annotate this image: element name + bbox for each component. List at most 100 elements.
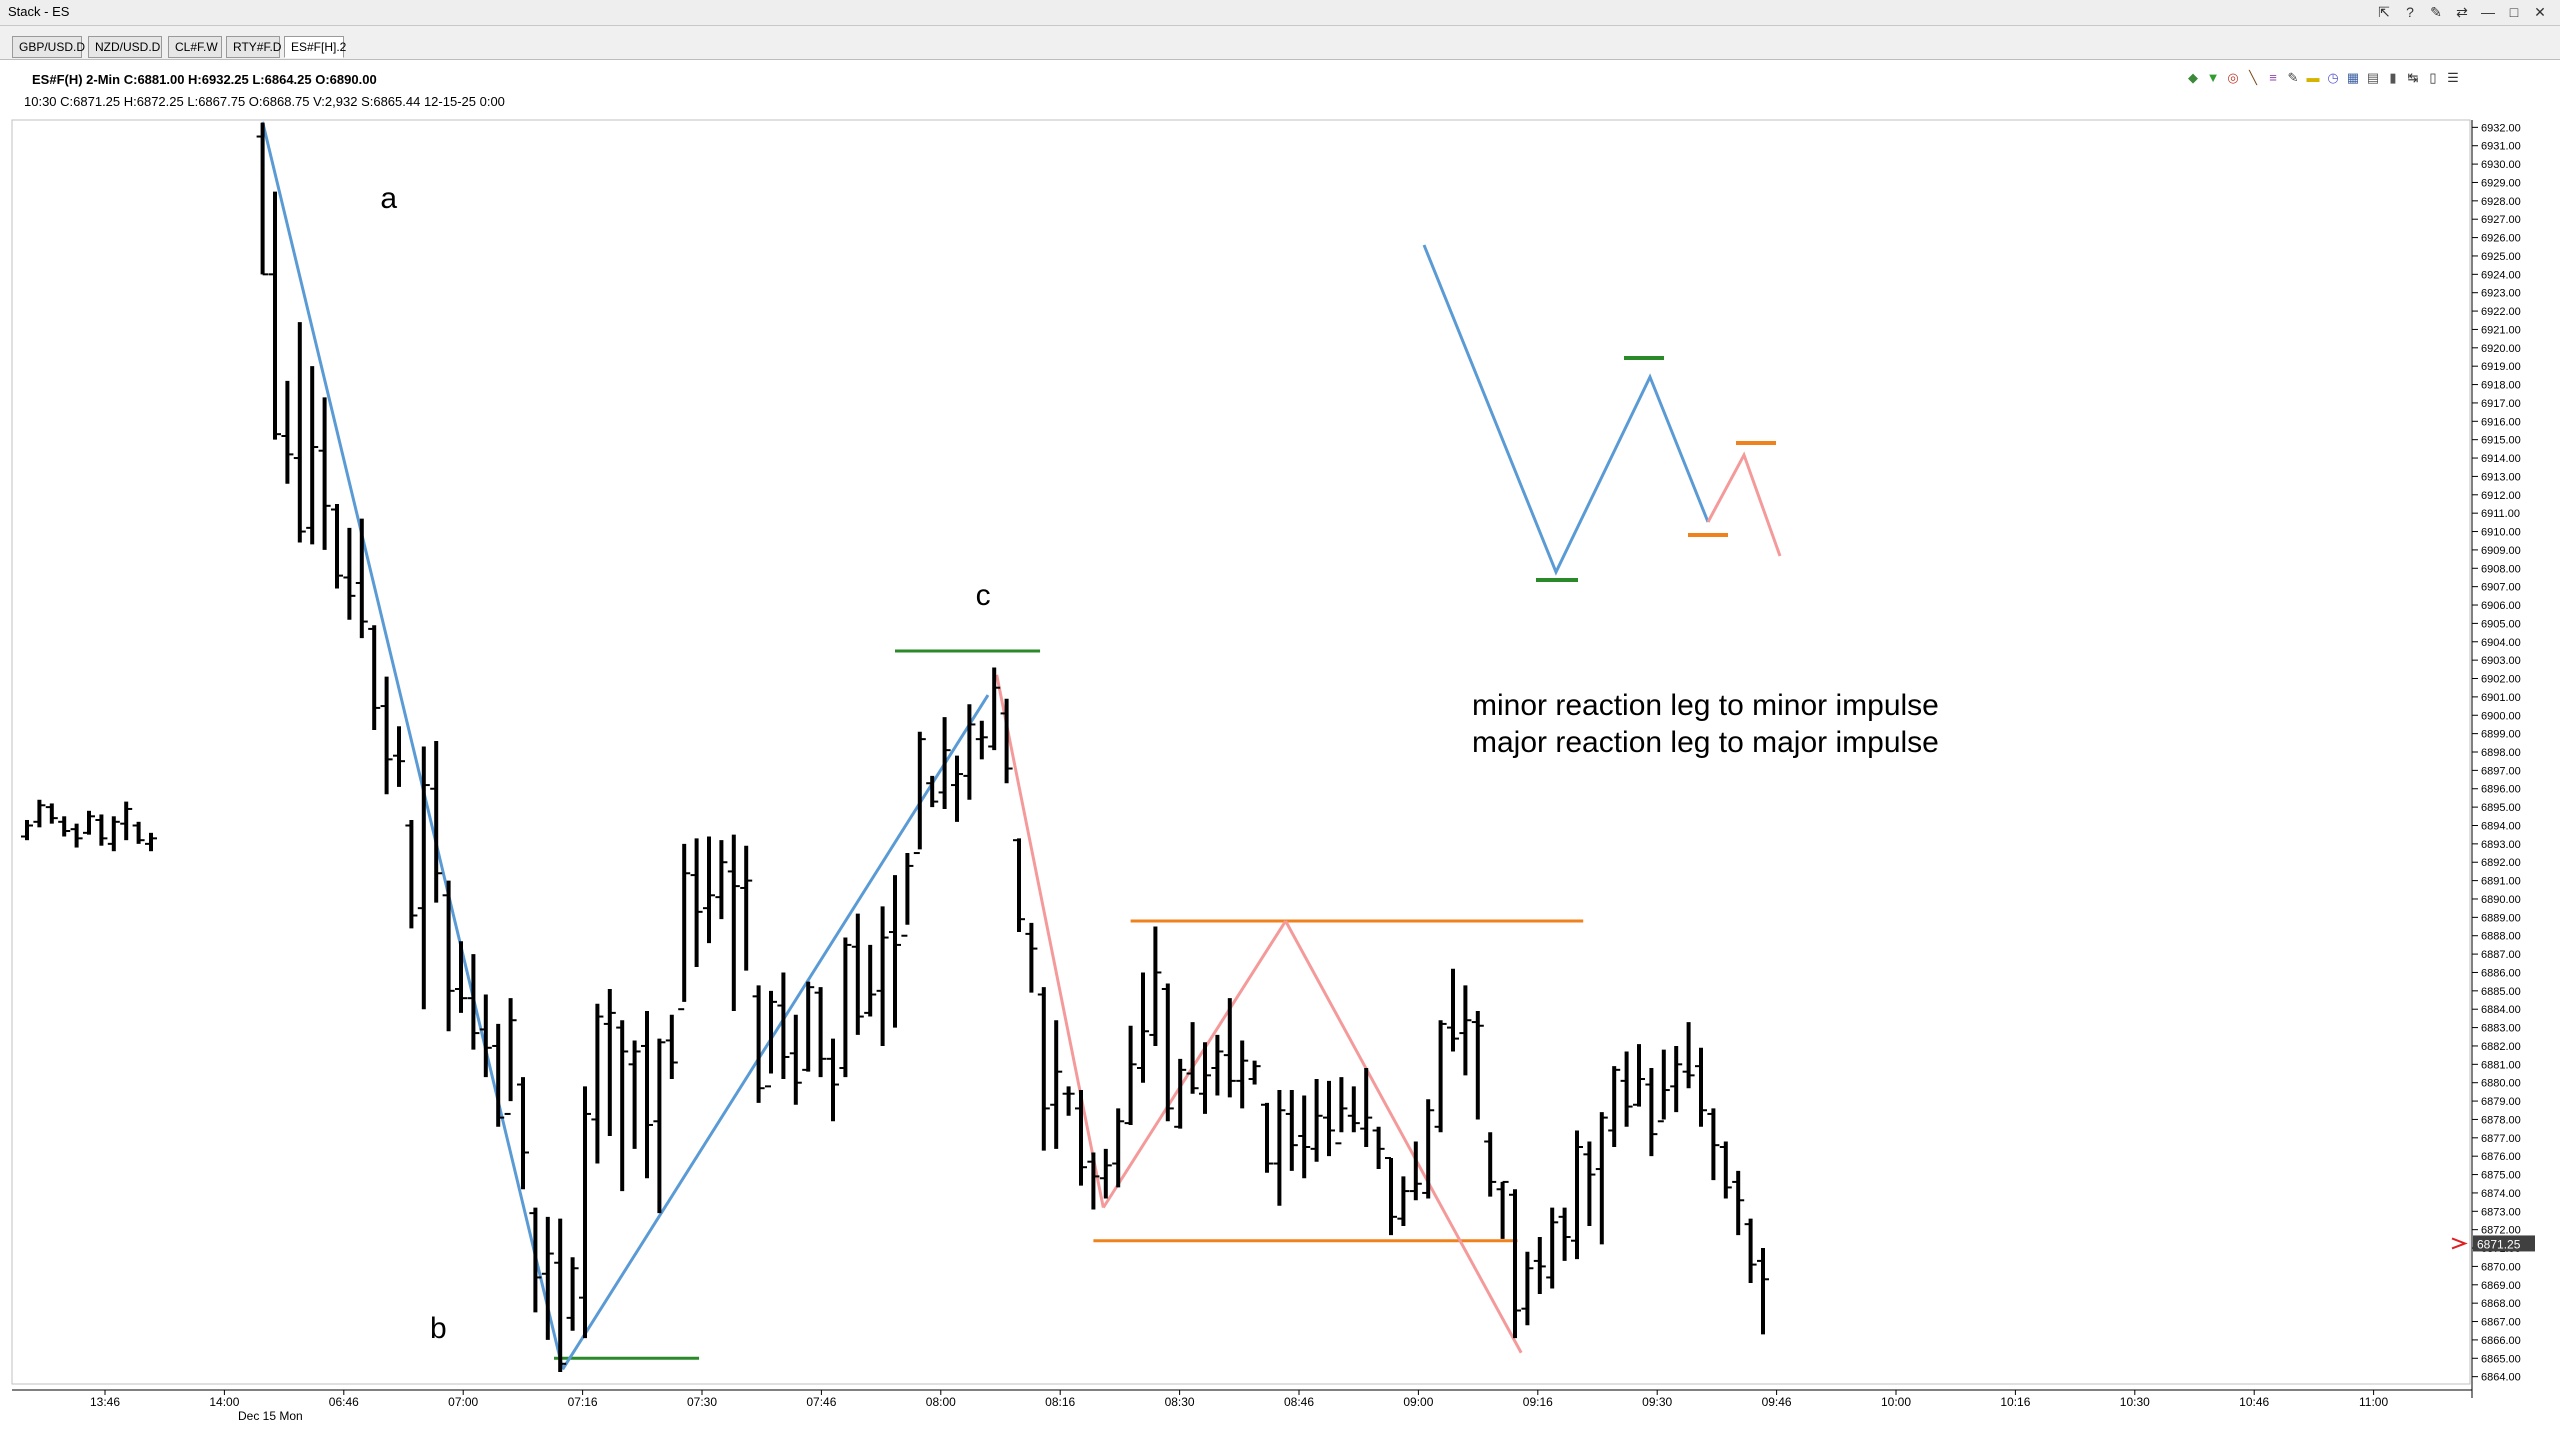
pen-icon[interactable]: ✎	[2287, 70, 2299, 85]
cycle-icon[interactable]: ◎	[2227, 70, 2239, 85]
sync-icon[interactable]: ↹	[2407, 70, 2419, 85]
line-tool-icon[interactable]: ╲	[2249, 70, 2257, 85]
ohlc-bar	[132, 821, 145, 844]
ohlc-bar	[641, 1011, 653, 1179]
time-axis: 13:46 14:00 06:46 07:00 07:16 07:30 07:46 08:00…	[90, 1390, 2388, 1423]
ohlc-bar	[1050, 1020, 1063, 1149]
ohlc-bar	[1261, 1102, 1273, 1173]
time-tick-label: 10:16	[2000, 1395, 2030, 1409]
ohlc-bar	[1707, 1108, 1720, 1181]
price-tick-label: 6869.00	[2481, 1280, 2521, 1292]
price-tick-label: 6923.00	[2481, 288, 2521, 300]
price-tick-label: 6898.00	[2481, 747, 2521, 759]
trash-icon[interactable]: ▮	[2389, 70, 2397, 85]
price-tick-label: 6903.00	[2481, 655, 2521, 667]
fib-tool-icon[interactable]: ≡	[2269, 70, 2277, 85]
rectangle-icon[interactable]: ▬	[2306, 70, 2320, 85]
ohlc-bar	[814, 987, 827, 1078]
ohlc-bar	[1000, 698, 1013, 784]
ohlc-bar	[1670, 1045, 1683, 1113]
price-tick-label: 6881.00	[2481, 1059, 2521, 1071]
help-icon[interactable]: ?	[2406, 4, 2414, 20]
schematic-reaction-leg	[1706, 451, 1782, 557]
grid-icon[interactable]: ▦	[2346, 70, 2360, 85]
window-title: Stack - ES	[8, 4, 70, 19]
window-controls: ⇱? ✎ ⇄ — □ ✕	[2374, 2, 2550, 22]
ohlc-bar	[541, 1216, 554, 1340]
ohlc-bar	[1360, 1068, 1373, 1147]
tab-es[interactable]: ES#F[H].2	[284, 36, 346, 58]
time-tick-label: 08:16	[1045, 1395, 1075, 1409]
ohlc-bar	[1546, 1207, 1559, 1289]
ruler-icon[interactable]: ▤	[2366, 70, 2380, 85]
indicator-icon[interactable]: ▼	[2206, 70, 2220, 85]
ohlc-bar	[1161, 983, 1174, 1122]
ohlc-bar	[1645, 1068, 1658, 1157]
link-icon[interactable]: ⇄	[2456, 4, 2468, 20]
ohlc-bar	[343, 527, 356, 620]
ohlc-bar	[58, 816, 71, 837]
chart-type-icon[interactable]: ◆	[2188, 70, 2198, 85]
ohlc-bar	[1211, 1034, 1224, 1096]
ohlc-bar	[517, 1077, 529, 1190]
ohlc-bar	[727, 834, 740, 1012]
time-tick-label: 07:30	[687, 1395, 717, 1409]
price-tick-label: 6904.00	[2481, 637, 2521, 649]
price-tick-label: 6889.00	[2481, 912, 2521, 924]
ohlc-bar	[690, 838, 703, 967]
ohlc-bar	[455, 941, 467, 1013]
lock-icon[interactable]: ▯	[2429, 70, 2437, 85]
ohlc-bar	[1521, 1251, 1534, 1326]
ohlc-bar	[1347, 1086, 1360, 1133]
price-tick-label: 6864.00	[2481, 1372, 2521, 1384]
settings-icon[interactable]: ☰	[2447, 70, 2459, 85]
ohlc-bar	[603, 989, 616, 1136]
ohlc-bar	[1422, 1099, 1435, 1199]
ohlc-bar	[417, 746, 430, 1010]
price-tick-label: 6873.00	[2481, 1206, 2521, 1218]
ohlc-bar	[1075, 1090, 1087, 1186]
date-sublabel: Dec 15 Mon	[238, 1409, 303, 1423]
price-tick-label: 6900.00	[2481, 710, 2521, 722]
tools-icon[interactable]: ✎	[2430, 4, 2442, 20]
ohlc-bar	[1298, 1095, 1311, 1179]
ohlc-bar	[678, 843, 691, 1011]
ohlc-bar	[715, 840, 728, 920]
ohlc-bar	[1248, 1060, 1261, 1085]
ohlc-bar	[1682, 1022, 1695, 1089]
ohlc-bar	[765, 990, 777, 1088]
time-tick-label: 13:46	[90, 1395, 120, 1409]
ohlc-bar	[1310, 1079, 1323, 1162]
tab-gbp-usd[interactable]: GBP/USD.D	[12, 36, 85, 58]
minimize-icon[interactable]: —	[2481, 4, 2495, 20]
tab-nzd-usd[interactable]: NZD/USD.D	[88, 36, 162, 58]
price-tick-label: 6929.00	[2481, 177, 2521, 189]
clock-icon[interactable]: ◷	[2327, 70, 2339, 85]
undock-icon[interactable]: ⇱	[2378, 4, 2390, 20]
price-tick-label: 6919.00	[2481, 361, 2521, 373]
ohlc-bar	[393, 726, 405, 787]
tab-cl[interactable]: CL#F.W	[168, 36, 222, 58]
last-price-box	[2473, 1235, 2535, 1252]
ohlc-bar	[529, 1207, 542, 1313]
maximize-icon[interactable]: □	[2509, 4, 2519, 20]
last-price-arrow	[2451, 1237, 2468, 1250]
tab-rty[interactable]: RTY#F.D	[226, 36, 281, 58]
price-tick-label: 6924.00	[2481, 269, 2521, 281]
close-icon[interactable]: ✕	[2534, 4, 2546, 20]
ohlc-bar	[318, 397, 331, 550]
price-tick-label: 6886.00	[2481, 967, 2521, 979]
ohlc-bar	[269, 191, 281, 440]
price-tick-label: 6921.00	[2481, 324, 2521, 336]
ohlc-bar	[851, 913, 864, 1035]
price-tick-label: 6917.00	[2481, 398, 2521, 410]
ohlc-bar	[1323, 1080, 1335, 1157]
ohlc-bar	[864, 944, 877, 1017]
price-tick-label: 6894.00	[2481, 820, 2521, 832]
ohlc-bar	[554, 1218, 567, 1373]
price-tick-label: 6888.00	[2481, 931, 2521, 943]
price-tick-label: 6922.00	[2481, 306, 2521, 318]
ohlc-bar	[1447, 968, 1459, 1052]
ohlc-bar	[653, 1038, 666, 1214]
